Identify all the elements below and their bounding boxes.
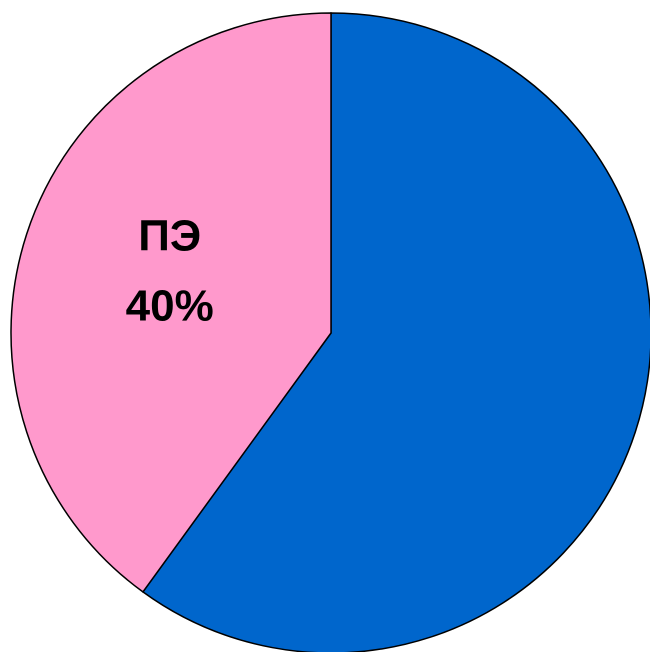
pie-slice-label-1: ПЭ	[138, 212, 201, 261]
pie-slice-percent-1: 40%	[126, 282, 214, 331]
pie-slices	[10, 12, 650, 652]
pie-slice-1	[10, 12, 332, 593]
pie-labels: ПЭ 40%	[126, 212, 214, 331]
pie-slice-0	[141, 12, 650, 652]
